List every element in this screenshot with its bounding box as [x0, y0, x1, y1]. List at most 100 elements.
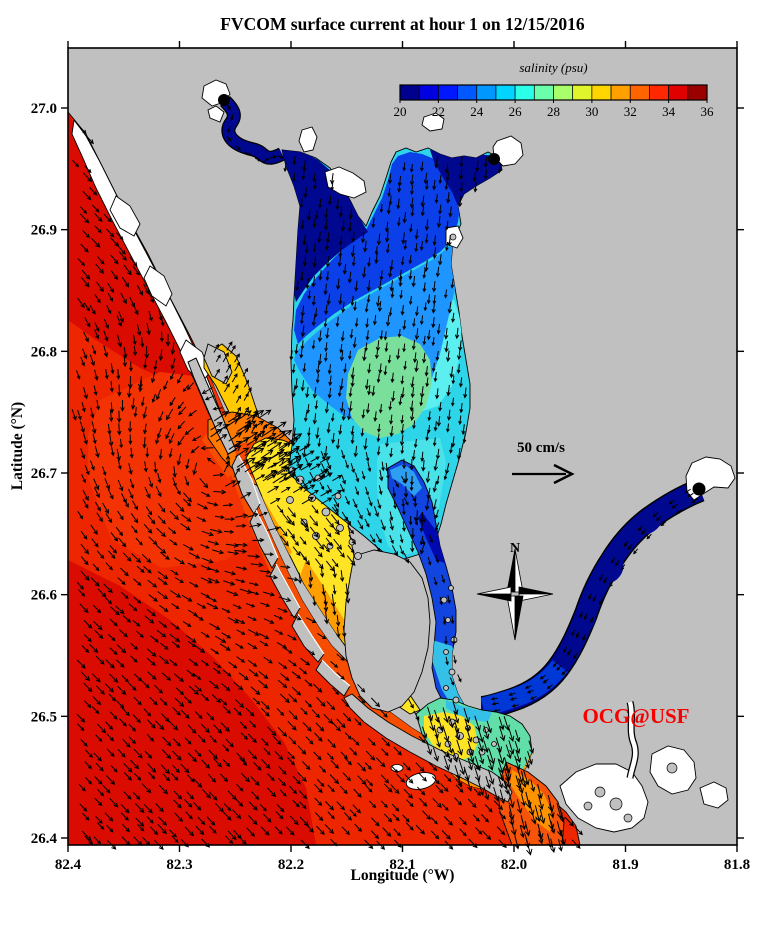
wetland-channel	[627, 701, 638, 779]
colorbar-cell	[399, 84, 420, 101]
river-source-dot	[488, 153, 500, 165]
colorbar-cell	[418, 84, 439, 101]
current-vectors-matlacha-pass	[394, 475, 462, 686]
colorbar-cell	[591, 84, 612, 101]
wetland-islet	[583, 801, 593, 811]
current-vectors-outflow-plume	[499, 763, 567, 856]
current-vectors-san-carlos-bay	[422, 700, 535, 802]
current-vectors-charlotte-harbor	[283, 156, 502, 564]
sound-key-islet	[286, 496, 294, 504]
lagoon-branch	[109, 195, 141, 237]
colorbar-cell	[572, 84, 593, 101]
colorbar-cell	[438, 84, 458, 101]
wetland-islet	[609, 797, 623, 811]
current-vectors-placida-waterway	[213, 341, 268, 442]
x-tick-label: 82.1	[389, 857, 415, 873]
mangrove-islet	[445, 617, 451, 623]
mangrove-islet	[448, 668, 456, 676]
river-source-dot	[692, 482, 706, 496]
y-tick-label: 26.8	[31, 344, 57, 360]
shore-islet	[449, 233, 457, 241]
colorbar-cell	[533, 84, 554, 101]
reference-vector-label: 50 cm/s	[517, 440, 565, 456]
colorbar-tick-label: 34	[662, 104, 676, 119]
wetland-patch	[421, 112, 445, 132]
mangrove-islet	[443, 649, 449, 655]
colorbar-tick-label: 24	[470, 104, 484, 119]
mangrove-islet	[491, 741, 497, 747]
wetland-islet	[594, 786, 606, 798]
x-tick-label: 82.2	[278, 857, 304, 873]
colorbar-tick-label: 28	[547, 104, 560, 119]
current-vectors-pine-island-sound	[254, 432, 420, 721]
x-tick-label: 81.8	[724, 857, 750, 873]
colorbar-cell	[495, 84, 516, 101]
colorbar-cell	[610, 84, 631, 101]
colorbar-cell	[687, 84, 708, 101]
mangrove-islet	[443, 685, 449, 691]
caloosahatchee-widening	[600, 557, 624, 583]
compass-point	[476, 586, 512, 595]
barrier-island-fringe	[321, 659, 351, 687]
colorbar-tick-label: 26	[509, 104, 523, 119]
colorbar-cell	[629, 84, 650, 101]
wetland-patch	[207, 105, 225, 123]
compass-rose: N	[476, 541, 554, 641]
current-vectors-boca-grande-pass	[210, 409, 304, 484]
colorbar: 20 22 24 26 28 30 32 34 36 salinity (psu)	[394, 60, 715, 119]
barrier-island-fringe	[275, 563, 301, 609]
wetland-patch	[492, 135, 524, 167]
y-tick-label: 26.5	[31, 709, 57, 725]
mangrove-islet	[452, 696, 460, 704]
x-axis-label: Longitude (°W)	[351, 867, 455, 884]
y-tick-label: 26.9	[31, 223, 57, 239]
x-tick-label: 81.9	[612, 857, 638, 873]
myakka-river-water	[220, 96, 285, 164]
sound-key-islet	[354, 552, 362, 560]
caloosahatchee-lower-water	[480, 660, 568, 717]
colorbar-tick-label: 36	[701, 104, 715, 119]
x-tick-label: 82.3	[166, 857, 192, 873]
current-vectors-gulf	[71, 125, 583, 851]
reference-vector: 50 cm/s	[512, 440, 575, 485]
mangrove-islet	[448, 585, 454, 591]
barrier-island	[203, 343, 233, 385]
colorbar-label: salinity (psu)	[519, 60, 587, 75]
wetland-patch	[298, 126, 318, 153]
colorbar-cell	[476, 84, 497, 101]
colorbar-tick-label: 32	[624, 104, 637, 119]
barrier-island-fringe	[255, 509, 279, 559]
sanibel-island	[343, 693, 513, 803]
colorbar-cell	[514, 84, 535, 101]
sound-key-islet	[295, 475, 305, 485]
colorbar-cell	[649, 84, 669, 101]
barrier-island-fringe	[237, 453, 261, 505]
y-tick-label: 26.7	[31, 466, 58, 482]
colorbar-cell	[553, 84, 574, 101]
compass-north-label: N	[510, 541, 520, 556]
barrier-island-fringe	[297, 613, 325, 655]
y-tick-label: 26.4	[31, 831, 58, 847]
caloosahatchee-widening	[574, 607, 596, 633]
y-tick-label: 27.0	[31, 101, 57, 117]
watermark-ocg-usf: OCG@USF	[582, 704, 689, 728]
sound-key-islet	[336, 524, 344, 532]
current-vectors-myakka-river	[226, 103, 285, 163]
figure-title: FVCOM surface current at hour 1 on 12/15…	[220, 14, 585, 34]
wetland-islet	[666, 762, 678, 774]
river-source-dot	[218, 94, 230, 106]
wetland-islet	[623, 813, 633, 823]
colorbar-cell	[457, 84, 478, 101]
x-tick-label: 82.0	[501, 857, 527, 873]
sound-key-islet	[321, 507, 331, 517]
reference-vector-head	[553, 463, 575, 485]
y-axis-label: Latitude (°N)	[9, 402, 26, 490]
x-tick-label: 82.4	[55, 857, 82, 873]
estero-wetland	[699, 781, 729, 809]
lagoon-branch	[143, 265, 173, 307]
colorbar-cell	[668, 84, 689, 101]
current-vectors-caloosahatchee	[490, 488, 698, 713]
y-tick-label: 26.6	[31, 588, 58, 604]
